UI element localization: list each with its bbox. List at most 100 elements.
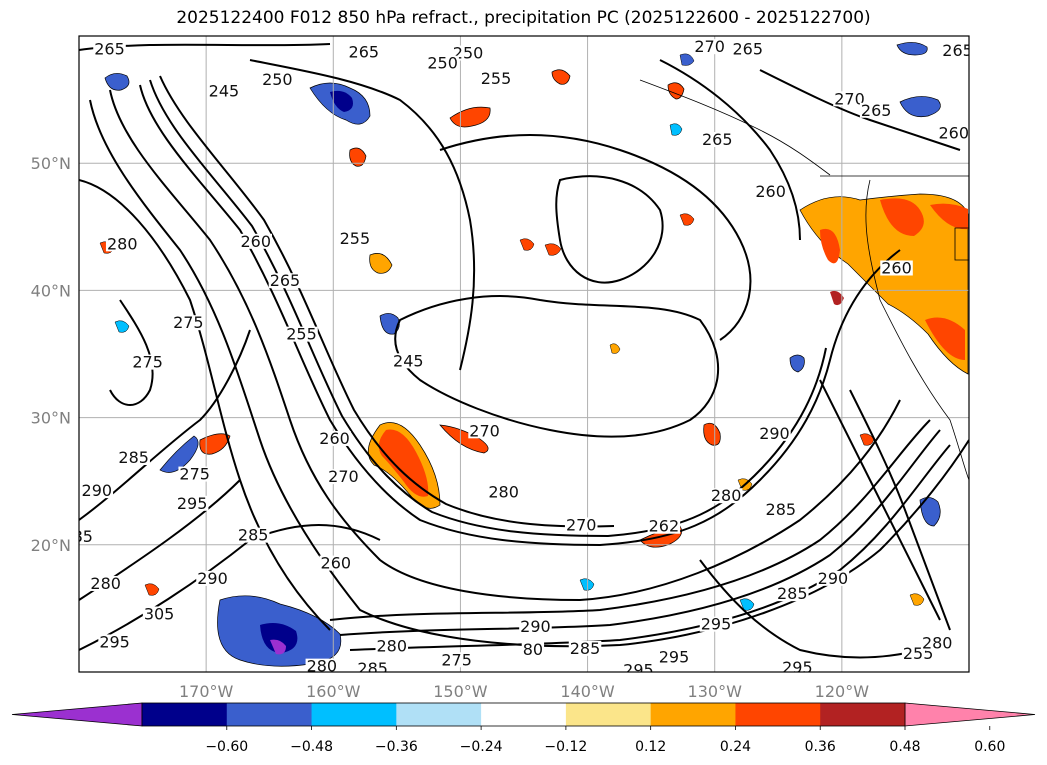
contour-label: 250 <box>453 44 484 63</box>
contour-label: 295 <box>99 632 130 651</box>
precip-neg-blob <box>679 53 695 66</box>
contour-label: 275 <box>132 353 163 372</box>
contour-label: 290 <box>520 617 551 636</box>
precip-pos-blob <box>703 422 721 446</box>
latitude-label: 40°N <box>31 281 71 300</box>
contour-line <box>79 524 381 651</box>
precip-neg-blob <box>270 639 286 655</box>
contour-label-halo <box>699 616 733 632</box>
contour-label-halo <box>657 649 691 665</box>
precip-pos-blob <box>378 429 429 497</box>
precip-pos-blob <box>930 203 968 230</box>
contour-label-halo <box>937 125 969 141</box>
map-title: 2025122400 F012 850 hPa refract., precip… <box>176 8 871 28</box>
contour-label: 285 <box>570 639 601 658</box>
contour-label-halo <box>117 450 150 466</box>
contour-label-halo <box>880 260 913 276</box>
contour-label: 295 <box>782 658 813 677</box>
colorbar-segment <box>396 703 482 726</box>
contour-label-halo <box>79 528 94 544</box>
longitude-label: 140°W <box>560 682 615 701</box>
contour-line <box>394 295 720 438</box>
colorbar-tick-label: 0.60 <box>974 739 1005 755</box>
contour-label: 245 <box>209 82 240 101</box>
colorbar-tick-label: 0.24 <box>720 739 751 755</box>
contour-label: 290 <box>197 569 228 588</box>
contour-line <box>659 59 801 241</box>
precip-pos-blob <box>880 198 924 236</box>
contour-label-halo <box>451 45 485 61</box>
contour-label-halo <box>440 652 473 668</box>
contour-label: 295 <box>701 615 732 634</box>
precip-pos-blob <box>369 253 393 274</box>
colorbar-segment <box>820 703 906 726</box>
contour-line <box>759 69 961 151</box>
precip-pos-blob <box>519 238 535 251</box>
coastline <box>954 227 969 261</box>
precip-neg-blob <box>260 623 298 653</box>
contour-label: 285 <box>357 659 388 678</box>
contour-label-halo <box>859 102 893 118</box>
colorbar: −0.60 −0.48 −0.36 −0.24 −0.12 0.12 0.24 0.36 0.4… <box>11 702 1036 755</box>
contour-label: 290 <box>818 569 849 588</box>
colorbar-extend-max <box>904 702 1036 727</box>
contour-label-halo <box>93 41 126 57</box>
contour-label: 260 <box>755 182 786 201</box>
precip-pos-blob <box>909 593 925 606</box>
contour-line <box>109 89 901 602</box>
colorbar-tick-label: −0.48 <box>290 739 333 755</box>
contour-label: 285 <box>777 584 808 603</box>
precip-neg-blob <box>379 313 400 335</box>
coastline <box>865 179 969 481</box>
contour-label: 280 <box>90 574 121 593</box>
contour-label-halo <box>178 466 211 482</box>
contour-label: 305 <box>144 604 175 623</box>
precip-pos-blob <box>830 290 844 306</box>
contour-label-halo <box>142 606 176 622</box>
contour-label-halo <box>236 527 270 543</box>
contour-label-halo <box>239 233 273 249</box>
coastlines <box>639 79 969 481</box>
colorbar-tick-label: −0.60 <box>205 739 248 755</box>
precip-pos-blob <box>144 583 160 596</box>
contour-label-halo <box>709 488 743 504</box>
contour-label: 285 <box>118 448 149 467</box>
precip-pos-blob <box>679 213 695 226</box>
precip-neg-blob <box>919 497 941 527</box>
contour-label-halo <box>338 231 372 247</box>
colorbar-tick-label: −0.12 <box>544 739 587 755</box>
contour-label-halo <box>172 315 205 331</box>
colorbar-extend-min <box>11 702 143 727</box>
contour-label: 270 <box>834 89 865 108</box>
precip-neg-blob <box>896 42 928 56</box>
contour-label-halo <box>347 44 381 60</box>
colorbar-segment <box>226 703 313 726</box>
contour-label: 265 <box>349 42 380 61</box>
contour-label: 265 <box>861 101 892 120</box>
contour-label-halo <box>479 70 513 86</box>
longitude-label: 170°W <box>179 682 234 701</box>
precip-neg-blob <box>159 435 199 473</box>
contour-label-halo <box>319 555 353 571</box>
colorbar-tick-label: 0.12 <box>635 739 666 755</box>
contour-label-halo <box>519 619 552 635</box>
contour-label: 280 <box>711 486 742 505</box>
contour-label-halo <box>833 91 866 107</box>
contour-label-halo <box>568 640 602 656</box>
contour-label-halo <box>207 83 241 99</box>
contour-label: 265 <box>94 40 125 59</box>
colorbar-segment <box>650 703 736 726</box>
contour-label-halo <box>521 642 545 658</box>
contour-label-halo <box>731 41 765 57</box>
contour-line <box>819 379 941 621</box>
contour-label: 285 <box>238 526 269 545</box>
contour-label: 245 <box>393 351 424 370</box>
contour-label: 275 <box>441 650 472 669</box>
contour-label-halo <box>622 662 655 672</box>
contour-line <box>849 389 951 631</box>
latitude-labels: 50°N 40°N 30°N 20°N <box>31 154 71 555</box>
contour-label: 265 <box>732 40 763 59</box>
latitude-label: 20°N <box>31 536 71 555</box>
contour-label-halo <box>80 483 114 499</box>
